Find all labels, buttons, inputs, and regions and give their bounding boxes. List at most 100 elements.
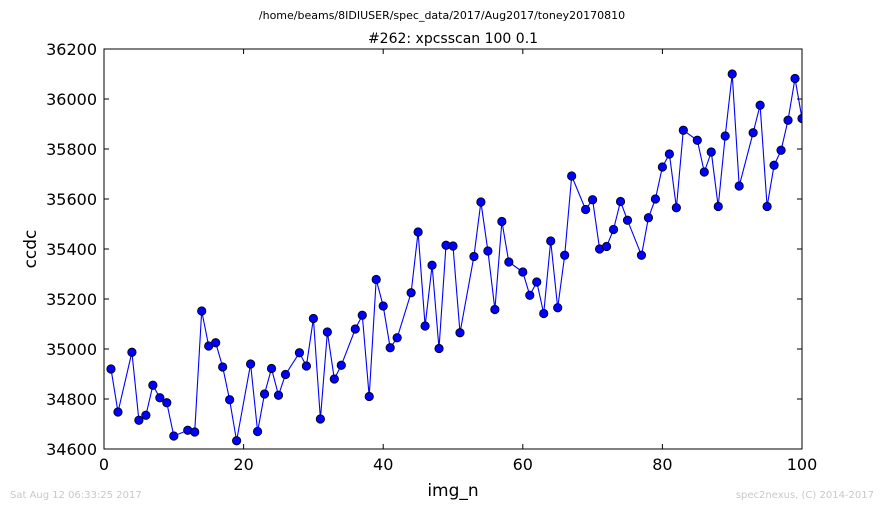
y-tick-label: 35200 bbox=[46, 290, 97, 309]
data-point bbox=[497, 216, 507, 227]
data-point bbox=[671, 203, 681, 213]
data-point bbox=[427, 260, 437, 270]
data-point bbox=[169, 431, 179, 441]
data-point bbox=[546, 236, 556, 246]
data-point bbox=[225, 395, 235, 405]
data-point bbox=[218, 362, 228, 372]
data-point bbox=[678, 125, 688, 135]
data-point bbox=[769, 160, 779, 170]
data-point bbox=[364, 391, 374, 402]
y-tick-label: 35600 bbox=[46, 190, 97, 209]
data-point bbox=[643, 213, 654, 223]
chart-title: #262: xpcsscan 100 0.1 bbox=[368, 31, 538, 47]
data-point bbox=[315, 414, 325, 424]
data-point bbox=[392, 333, 402, 343]
data-point bbox=[622, 215, 633, 225]
y-tick-label: 34800 bbox=[46, 390, 97, 409]
data-point bbox=[266, 363, 277, 374]
data-point bbox=[413, 227, 423, 237]
data-point bbox=[560, 250, 570, 260]
data-point bbox=[490, 304, 500, 315]
data-point bbox=[252, 426, 263, 437]
footer-credit: spec2nexus, (C) 2014-2017 bbox=[736, 490, 874, 501]
data-point bbox=[692, 135, 702, 145]
footer-timestamp: Sat Aug 12 06:33:25 2017 bbox=[10, 490, 142, 501]
data-point bbox=[532, 277, 542, 287]
data-point bbox=[657, 162, 668, 172]
data-point bbox=[141, 410, 151, 420]
data-point bbox=[308, 313, 318, 324]
chart-suptitle: /home/beams/8IDIUSER/spec_data/2017/Aug2… bbox=[259, 9, 625, 22]
data-point bbox=[518, 267, 528, 277]
data-point bbox=[504, 257, 514, 267]
data-point bbox=[148, 380, 158, 390]
data-point bbox=[727, 69, 737, 79]
data-point bbox=[162, 398, 172, 408]
y-tick-label: 35800 bbox=[46, 140, 97, 159]
y-tick-label: 36200 bbox=[46, 40, 97, 59]
data-point bbox=[336, 360, 346, 370]
data-point bbox=[469, 251, 479, 262]
data-point bbox=[783, 115, 793, 125]
x-tick-label: 100 bbox=[787, 455, 818, 474]
x-tick-label: 40 bbox=[373, 455, 393, 474]
data-point bbox=[106, 364, 116, 374]
data-point bbox=[483, 246, 493, 256]
data-point bbox=[245, 359, 256, 369]
data-point bbox=[329, 374, 339, 384]
data-point bbox=[706, 147, 716, 157]
y-tick-label: 35000 bbox=[46, 340, 97, 359]
data-point bbox=[567, 171, 577, 181]
data-point bbox=[378, 301, 388, 311]
x-tick-label: 0 bbox=[99, 455, 109, 474]
x-axis-label: img_n bbox=[427, 481, 478, 501]
data-point bbox=[259, 389, 270, 399]
data-point bbox=[113, 407, 123, 417]
data-point bbox=[762, 201, 772, 212]
data-point bbox=[350, 324, 360, 334]
data-point bbox=[134, 415, 144, 425]
data-point bbox=[553, 303, 563, 313]
y-tick-label: 35400 bbox=[46, 240, 97, 259]
data-point bbox=[273, 390, 284, 400]
data-point bbox=[232, 436, 242, 446]
data-point bbox=[420, 321, 430, 331]
data-point bbox=[748, 128, 758, 138]
data-point bbox=[650, 194, 661, 204]
data-point bbox=[608, 224, 619, 235]
data-point bbox=[294, 348, 305, 358]
data-point bbox=[371, 274, 381, 285]
data-point bbox=[720, 131, 730, 141]
data-point bbox=[664, 149, 674, 159]
data-point bbox=[357, 310, 367, 320]
data-point bbox=[385, 343, 395, 353]
data-point bbox=[211, 338, 221, 348]
data-point bbox=[755, 100, 765, 110]
y-tick-label: 36000 bbox=[46, 90, 97, 109]
data-point bbox=[280, 369, 291, 380]
data-point bbox=[448, 241, 458, 251]
data-point bbox=[713, 201, 723, 212]
data-point bbox=[190, 427, 200, 437]
data-point bbox=[127, 347, 137, 357]
data-point bbox=[155, 393, 165, 403]
x-tick-label: 80 bbox=[652, 455, 672, 474]
data-point bbox=[525, 290, 535, 300]
series-line bbox=[110, 73, 802, 441]
data-point bbox=[581, 204, 591, 215]
data-point bbox=[434, 343, 444, 354]
data-point bbox=[476, 197, 486, 207]
data-point bbox=[197, 306, 207, 316]
data-point bbox=[539, 308, 549, 319]
data-point bbox=[322, 327, 332, 337]
plot-frame bbox=[103, 48, 803, 450]
data-point bbox=[587, 195, 598, 205]
data-point bbox=[406, 288, 416, 298]
data-point bbox=[699, 167, 709, 177]
data-point bbox=[455, 328, 465, 338]
data-point bbox=[301, 361, 312, 371]
x-tick-label: 60 bbox=[513, 455, 533, 474]
data-point bbox=[734, 181, 744, 191]
data-point bbox=[776, 145, 786, 155]
